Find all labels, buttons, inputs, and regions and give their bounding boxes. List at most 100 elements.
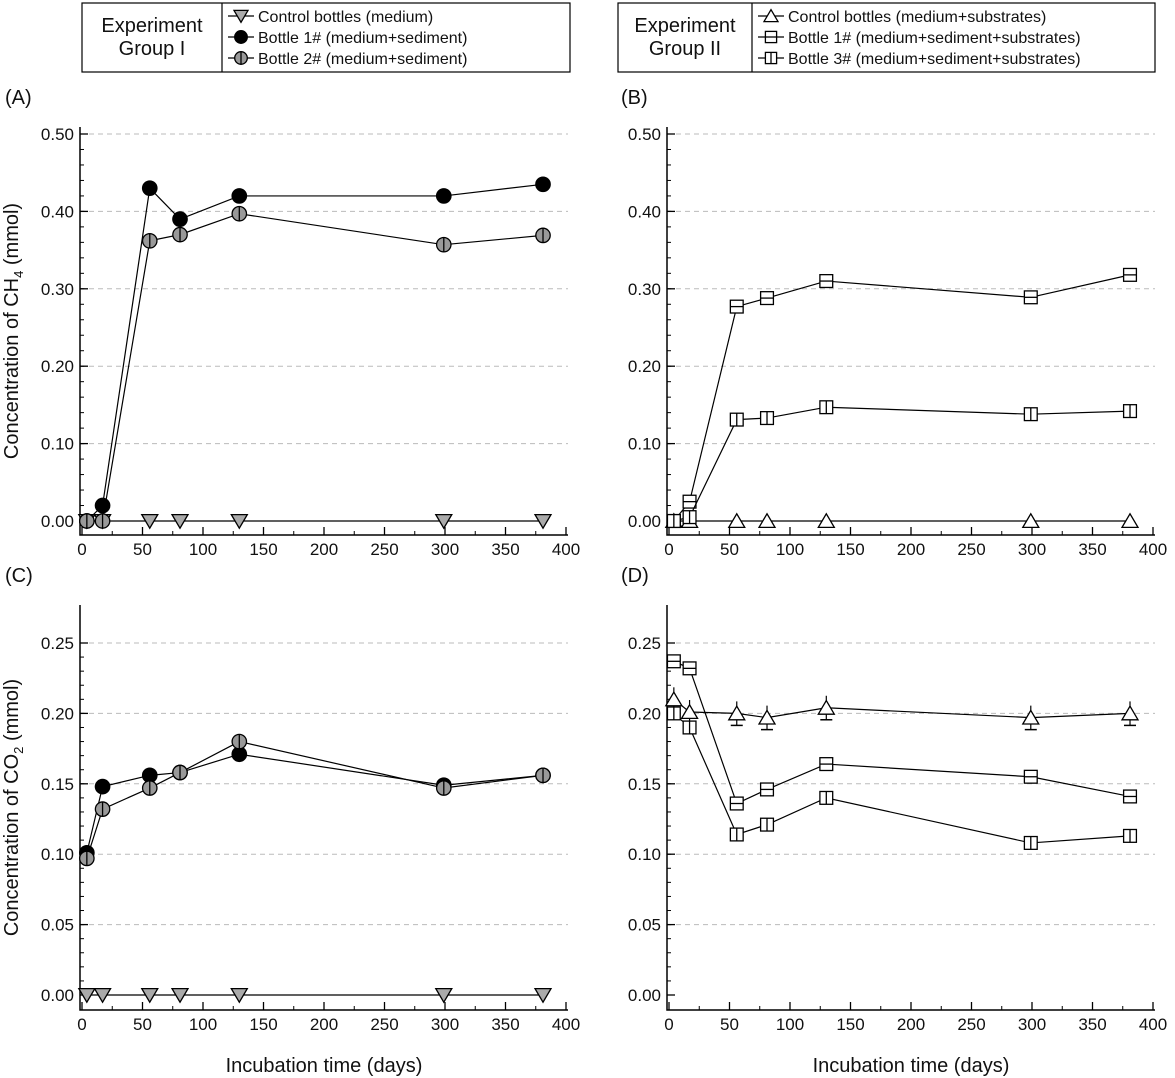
data-point <box>141 180 158 197</box>
data-point <box>759 291 775 306</box>
data-point <box>140 987 159 1004</box>
x-tick-label: 100 <box>189 1015 217 1034</box>
data-point <box>78 850 95 867</box>
circle-marker <box>94 497 111 514</box>
data-point <box>1122 789 1138 804</box>
data-point <box>759 782 775 797</box>
y-tick-label: 0.05 <box>628 916 661 935</box>
y-axis-label: Concentration of CO2 (mmol) <box>1 679 26 936</box>
series-circle-half <box>78 205 551 529</box>
data-point <box>435 780 452 796</box>
data-point <box>1023 407 1038 422</box>
legend-entry: Bottle 2# (medium+sediment) <box>228 51 467 68</box>
data-point <box>757 512 777 529</box>
data-point <box>94 513 111 529</box>
data-point <box>1023 769 1038 784</box>
data-point <box>230 513 249 530</box>
data-point <box>533 513 553 530</box>
data-point <box>727 701 746 727</box>
data-point <box>819 274 834 289</box>
x-tick-label: 200 <box>310 540 338 559</box>
y-tick-label: 0.40 <box>41 202 74 221</box>
triangle-down-marker <box>434 513 453 530</box>
series-triangle-up-open <box>664 687 1140 731</box>
data-point <box>535 767 551 784</box>
x-tick-label: 0 <box>664 540 673 559</box>
legend-group-label: Experiment <box>634 15 736 37</box>
x-tick-label: 400 <box>552 1015 580 1034</box>
series-line <box>86 213 544 522</box>
series-line <box>673 712 1131 844</box>
triangle-down-marker <box>170 513 190 530</box>
x-tick-label: 300 <box>431 1015 459 1034</box>
legend-entry: Bottle 1# (medium+sediment) <box>228 30 467 47</box>
triangle-up-marker <box>727 512 746 529</box>
y-label-text: (mmol) <box>1 679 23 747</box>
y-label-text: Concentration of CO <box>1 754 23 936</box>
data-point <box>666 706 681 721</box>
circle-marker <box>234 30 248 44</box>
data-point <box>1023 835 1038 850</box>
data-point <box>759 817 775 832</box>
series-square-vline <box>666 400 1138 529</box>
x-tick-label: 300 <box>1018 540 1046 559</box>
triangle-up-marker <box>1120 512 1140 529</box>
triangle-up-marker <box>817 512 836 529</box>
y-tick-label: 0.00 <box>628 512 661 531</box>
data-point <box>682 494 697 509</box>
x-tick-label: 200 <box>310 1015 338 1034</box>
data-point <box>434 987 453 1004</box>
series-line <box>673 660 1131 805</box>
panel-label: (B) <box>621 87 648 109</box>
x-tick-label: 350 <box>1078 540 1106 559</box>
data-point <box>1120 701 1140 727</box>
data-point <box>666 513 681 529</box>
x-tick-label: 250 <box>370 540 398 559</box>
y-tick-label: 0.40 <box>628 202 661 221</box>
x-tick-label: 300 <box>1018 1015 1046 1034</box>
series-line <box>86 183 544 522</box>
data-point <box>535 227 551 244</box>
y-tick-label: 0.00 <box>41 986 74 1005</box>
data-point <box>141 232 158 249</box>
x-tick-label: 250 <box>957 540 985 559</box>
y-tick-label: 0.20 <box>41 357 74 376</box>
x-tick-label: 150 <box>249 540 277 559</box>
y-tick-label: 0.30 <box>628 280 661 299</box>
x-tick-label: 200 <box>897 540 925 559</box>
legend-entry: Control bottles (medium+substrates) <box>758 8 1046 26</box>
x-tick-label: 100 <box>189 540 217 559</box>
legend-entry: Bottle 3# (medium+sediment+substrates) <box>758 51 1081 68</box>
data-point <box>729 827 744 842</box>
data-point <box>170 987 190 1004</box>
circle-marker <box>172 211 188 227</box>
axes-frame <box>666 127 1155 536</box>
triangle-up-marker <box>680 703 699 720</box>
data-point <box>757 705 777 731</box>
axes-frame <box>79 127 568 536</box>
data-point <box>77 987 96 1004</box>
x-tick-label: 350 <box>491 1015 519 1034</box>
x-tick-label: 150 <box>836 540 864 559</box>
x-axis-label: Incubation time (days) <box>226 1055 423 1077</box>
y-tick-label: 0.20 <box>628 357 661 376</box>
triangle-up-marker <box>757 709 777 725</box>
x-tick-label: 200 <box>897 1015 925 1034</box>
x-tick-label: 0 <box>77 1015 86 1034</box>
triangle-up-marker <box>762 8 780 23</box>
circle-marker <box>535 176 551 193</box>
data-point <box>759 411 775 426</box>
y-tick-label: 0.00 <box>41 512 74 531</box>
triangle-up-marker <box>1021 512 1040 529</box>
data-point <box>682 510 697 525</box>
data-point <box>533 987 553 1004</box>
x-tick-label: 50 <box>133 1015 152 1034</box>
y-tick-label: 0.25 <box>41 634 74 653</box>
x-tick-label: 250 <box>957 1015 985 1034</box>
data-point <box>435 236 452 253</box>
circle-marker <box>94 778 111 795</box>
x-axis-label: Incubation time (days) <box>813 1055 1010 1077</box>
y-label-text: (mmol) <box>1 203 23 271</box>
series-square-hline <box>666 654 1138 811</box>
